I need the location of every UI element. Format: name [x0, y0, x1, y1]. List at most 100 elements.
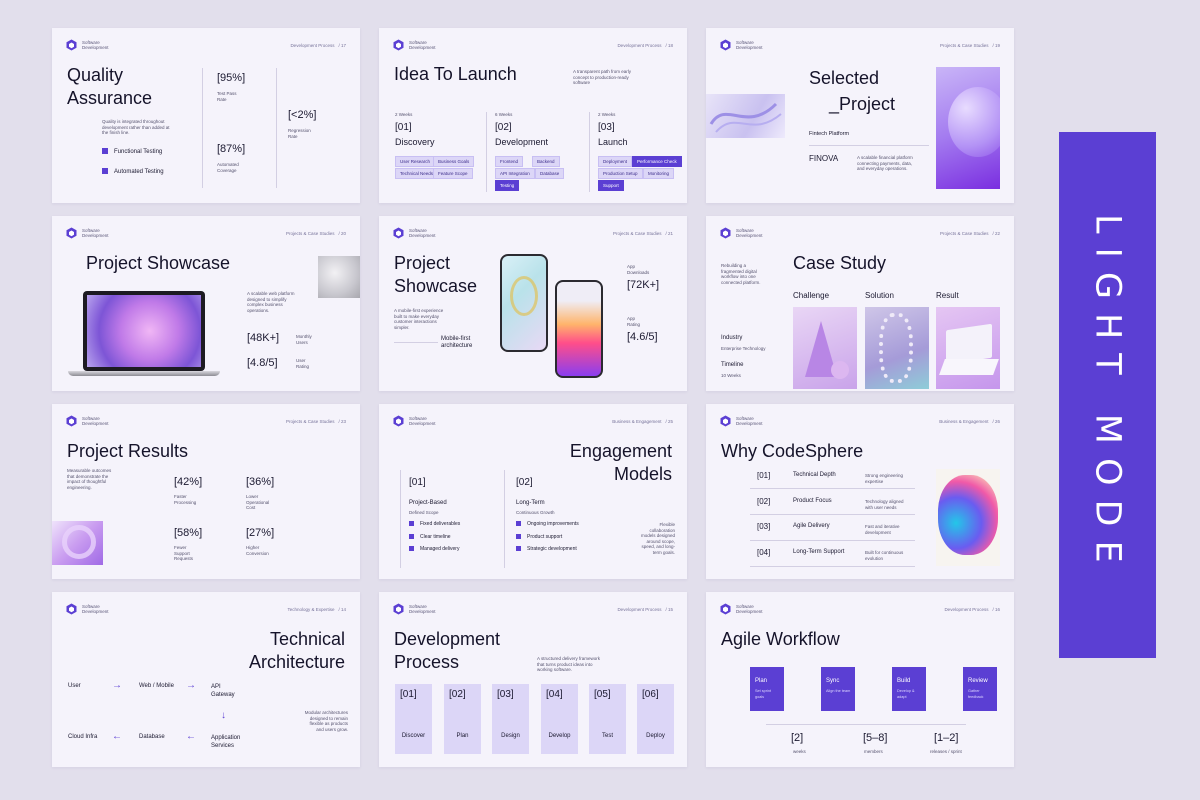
subtitle-line2: architecture: [441, 343, 473, 349]
divider: [394, 342, 438, 343]
card-title: Sync: [826, 678, 840, 684]
slide-title-line1: Technical: [269, 629, 345, 649]
step-label: Test: [601, 733, 613, 739]
process-step: [01] Discover: [395, 684, 432, 754]
section-label: Projects & Case Studies/ 19: [939, 43, 1000, 48]
step-number: [05]: [594, 689, 611, 700]
cube-logo-icon: [720, 603, 731, 615]
slide-title: Project Results: [67, 441, 189, 461]
model-item: Fixed deliverables: [409, 521, 460, 527]
metric-value: [27%]: [246, 527, 275, 539]
divider: [589, 112, 590, 192]
metric-value: [4.6/5]: [627, 331, 658, 343]
metric-label: Lower Operational Cost: [246, 494, 270, 510]
arrow-left-icon: ←: [112, 731, 122, 742]
phase-duration: 2 Weeks: [598, 112, 616, 117]
brand-name: Software Development: [409, 416, 436, 426]
slide-header: Software Development: [393, 227, 449, 239]
phase-tag: Backend: [532, 156, 560, 167]
workflow-card-plan: Plan Set sprint goals: [750, 667, 784, 711]
model-item: Managed delivery: [409, 546, 459, 552]
arch-node-application-services: Application Services: [211, 735, 241, 749]
divider: [750, 514, 915, 515]
column-heading-result: Result: [936, 291, 959, 300]
phase-tag-highlight: Testing: [495, 180, 520, 191]
challenge-image: [793, 307, 857, 389]
banner-label: LIGHT MODE: [1087, 213, 1128, 577]
slide-header: Software Development: [393, 603, 449, 615]
model-number: [02]: [516, 477, 533, 488]
model-item: Clear timeline: [409, 534, 451, 540]
metric-label: Monthly Users: [296, 334, 312, 345]
section-label: Development Process/ 17: [290, 43, 346, 48]
brand-name: Software Development: [736, 604, 763, 614]
brand-name: Software Development: [409, 40, 436, 50]
column-heading-challenge: Challenge: [793, 291, 830, 300]
slide-title-line2: Process: [394, 652, 460, 672]
slide-header: Software Development: [66, 603, 122, 615]
slide-quality-assurance[interactable]: Software Development Development Process…: [52, 28, 360, 203]
phase-tag: API Integration: [495, 168, 535, 179]
slide-engagement-models[interactable]: Software Development Business & Engageme…: [379, 404, 687, 579]
slide-project-showcase-web[interactable]: Software Development Projects & Case Stu…: [52, 216, 360, 391]
metric-value: [4.8/5]: [247, 357, 278, 369]
phase-name: Development: [495, 137, 549, 147]
section-label: Development Process/ 16: [944, 607, 1000, 612]
slide-case-study[interactable]: Software Development Projects & Case Stu…: [706, 216, 1014, 391]
meta-key-industry: Industry: [721, 335, 743, 341]
process-step: [02] Plan: [444, 684, 481, 754]
card-title: Build: [897, 678, 911, 684]
divider: [202, 68, 203, 188]
slide-project-showcase-mobile[interactable]: Software Development Projects & Case Stu…: [379, 216, 687, 391]
phase-tag-highlight: Support: [598, 180, 624, 191]
slide-header: Software Development: [393, 39, 449, 51]
metric-label: Automated Coverage: [217, 162, 239, 173]
section-label: Business & Engagement/ 26: [939, 419, 1000, 424]
phase-name: Discovery: [395, 137, 435, 147]
metric-label: App Downloads: [627, 264, 650, 275]
metric-label: User Rating: [296, 358, 310, 369]
square-bullet-icon: [102, 168, 108, 174]
slide-title-line1: Project: [394, 253, 451, 273]
step-number: [03]: [497, 689, 514, 700]
slide-selected-project[interactable]: Software Development Projects & Case Stu…: [706, 28, 1014, 203]
divider: [276, 68, 277, 188]
divider: [809, 145, 929, 146]
metric-value: [36%]: [246, 476, 275, 488]
sprint-stat-label: releases / sprint: [930, 749, 962, 754]
section-label: Development Process/ 15: [617, 607, 673, 612]
reason-number: [01]: [757, 471, 771, 480]
slide-title-line1: Quality: [67, 65, 124, 85]
slide-why-codesphere[interactable]: Software Development Business & Engageme…: [706, 404, 1014, 579]
slide-description: A transparent path from early concept to…: [573, 69, 632, 85]
section-label: Projects & Case Studies/ 23: [285, 419, 346, 424]
divider: [750, 488, 915, 489]
slide-development-process[interactable]: Software Development Development Process…: [379, 592, 687, 767]
slide-title-line2: Models: [613, 464, 672, 484]
phase-tag: Production Setup: [598, 168, 643, 179]
metric-value: [58%]: [174, 527, 203, 539]
slide-agile-workflow[interactable]: Software Development Development Process…: [706, 592, 1014, 767]
process-step: [05] Test: [589, 684, 626, 754]
slide-idea-to-launch[interactable]: Software Development Development Process…: [379, 28, 687, 203]
phase-duration: 2 Weeks: [395, 112, 413, 117]
metric-value: [<2%]: [288, 109, 317, 121]
abstract-3d-thumbnail: [318, 256, 360, 298]
slide-header: Software Development: [66, 227, 122, 239]
slide-technical-architecture[interactable]: Software Development Technology & Expert…: [52, 592, 360, 767]
model-item: Ongoing improvements: [516, 521, 579, 527]
step-number: [01]: [400, 689, 417, 700]
step-label: Discover: [401, 733, 426, 739]
slide-title: Project Showcase: [86, 253, 231, 273]
divider: [486, 112, 487, 192]
cube-logo-icon: [720, 227, 731, 239]
section-label: Projects & Case Studies/ 21: [612, 231, 673, 236]
reason-desc: Fast and iterative development: [865, 524, 900, 535]
card-desc: Develop & adapt: [897, 689, 915, 699]
slide-description: Flexible collaboration models designed a…: [640, 522, 675, 555]
meta-value-timeline: 10 Weeks: [721, 373, 741, 378]
square-bullet-icon: [409, 534, 414, 539]
abstract-glass-image: [706, 94, 785, 138]
slide-description: Rebuilding a fragmented digital workflow…: [721, 263, 761, 285]
slide-project-results[interactable]: Software Development Projects & Case Stu…: [52, 404, 360, 579]
